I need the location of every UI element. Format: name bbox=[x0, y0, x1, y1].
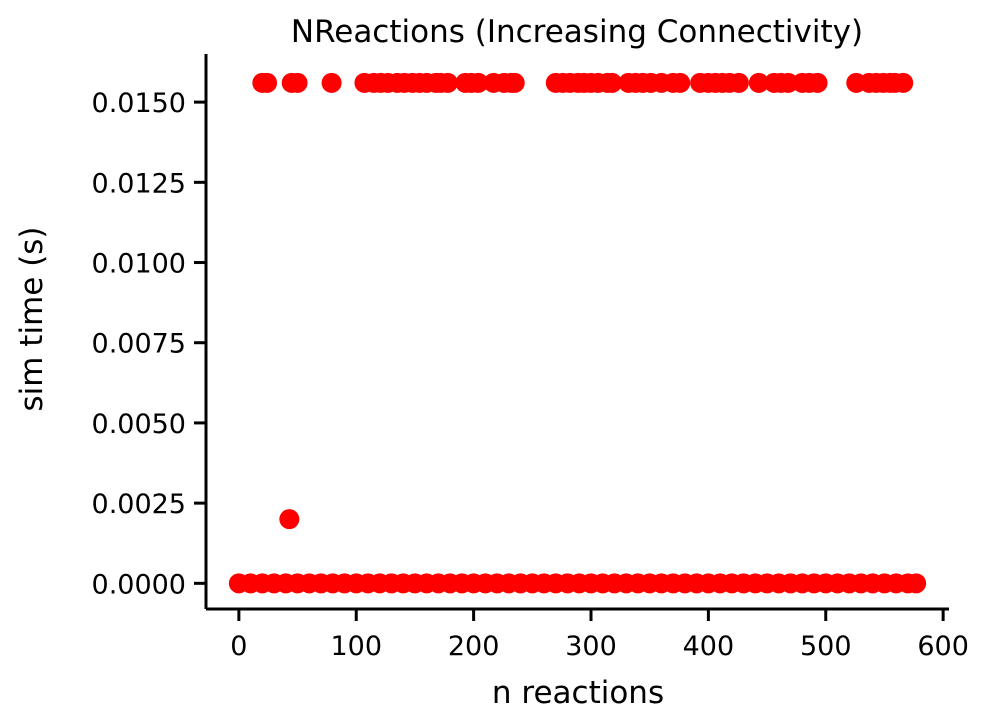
plot-area bbox=[228, 72, 927, 594]
data-point bbox=[504, 72, 525, 93]
x-tick-label: 0 bbox=[230, 631, 247, 662]
data-point bbox=[728, 72, 749, 93]
axes: 0.0000 0.0025 0.0050 0.0075 0.0100 0.0125 0.01… bbox=[92, 54, 969, 662]
y-tick-label: 0.0050 bbox=[92, 409, 186, 440]
data-point bbox=[321, 72, 342, 93]
x-tick-label: 300 bbox=[565, 631, 617, 662]
x-tick-label: 400 bbox=[683, 631, 735, 662]
data-point bbox=[257, 72, 278, 93]
data-point bbox=[748, 72, 769, 93]
x-tick-label: 100 bbox=[330, 631, 382, 662]
data-point bbox=[906, 573, 927, 594]
x-tick-label: 600 bbox=[917, 631, 969, 662]
data-point bbox=[670, 72, 691, 93]
y-tick-label: 0.0075 bbox=[92, 329, 186, 360]
x-tick-label: 500 bbox=[800, 631, 852, 662]
y-tick-label: 0.0150 bbox=[92, 88, 186, 119]
data-point bbox=[778, 72, 799, 93]
x-axis-label: n reactions bbox=[492, 675, 664, 711]
data-point bbox=[893, 72, 914, 93]
data-point bbox=[602, 72, 623, 93]
y-tick-label: 0.0100 bbox=[92, 249, 186, 280]
y-tick-label: 0.0000 bbox=[92, 569, 186, 600]
data-point bbox=[287, 72, 308, 93]
y-tick-label: 0.0125 bbox=[92, 168, 186, 199]
data-point bbox=[279, 509, 300, 530]
data-point bbox=[807, 72, 828, 93]
data-point bbox=[468, 72, 489, 93]
y-axis-label: sim time (s) bbox=[14, 226, 50, 411]
x-tick-label: 200 bbox=[448, 631, 500, 662]
data-point bbox=[437, 72, 458, 93]
chart-title: NReactions (Increasing Connectivity) bbox=[291, 14, 863, 50]
y-tick-label: 0.0025 bbox=[92, 489, 186, 520]
